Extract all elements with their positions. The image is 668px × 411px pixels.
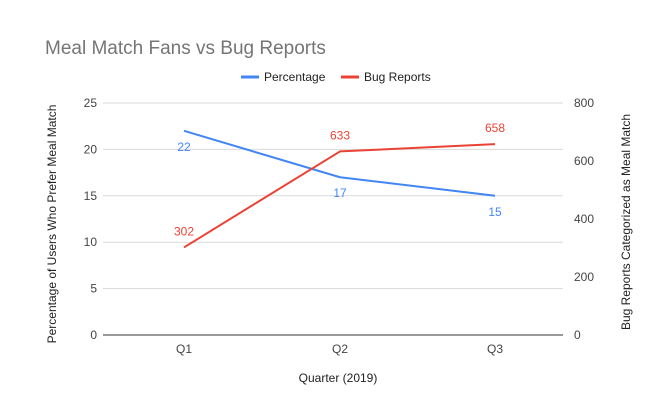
chart-title: Meal Match Fans vs Bug Reports xyxy=(45,38,326,59)
data-label-percentage: 15 xyxy=(488,205,502,219)
legend-label-bug-reports: Bug Reports xyxy=(364,70,431,84)
data-label-bug-reports: 302 xyxy=(174,224,194,238)
left-axis-tick-label: 10 xyxy=(84,235,98,249)
data-label-bug-reports: 633 xyxy=(330,128,350,142)
x-axis-tick-label: Q1 xyxy=(176,342,192,356)
right-axis-title: Bug Reports Categorized as Meal Match xyxy=(619,114,633,330)
x-axis-ticks: Q1 Q2 Q3 xyxy=(176,342,503,356)
right-axis-tick-label: 0 xyxy=(574,328,581,342)
left-axis-title: Percentage of Users Who Prefer Meal Matc… xyxy=(45,105,59,344)
data-label-percentage: 17 xyxy=(333,186,347,200)
series-line-bug-reports xyxy=(183,143,496,249)
right-axis-tick-label: 800 xyxy=(574,96,594,110)
x-axis-title: Quarter (2019) xyxy=(299,371,378,385)
left-axis-ticks: 0 5 10 15 20 25 xyxy=(84,96,98,342)
right-axis-tick-label: 200 xyxy=(574,270,594,284)
left-axis-tick-label: 15 xyxy=(84,189,98,203)
legend: Percentage Bug Reports xyxy=(241,70,431,84)
left-axis-tick-label: 25 xyxy=(84,96,98,110)
right-axis-tick-label: 600 xyxy=(574,154,594,168)
gridlines xyxy=(103,102,563,336)
left-axis-tick-label: 5 xyxy=(90,282,97,296)
x-axis-tick-label: Q3 xyxy=(487,342,503,356)
data-labels: 22 17 15 302 633 658 xyxy=(174,121,505,238)
series xyxy=(183,129,496,249)
x-axis-tick-label: Q2 xyxy=(332,342,348,356)
right-axis-tick-label: 400 xyxy=(574,212,594,226)
right-axis-ticks: 0 200 400 600 800 xyxy=(574,96,594,342)
legend-label-percentage: Percentage xyxy=(264,70,326,84)
data-label-bug-reports: 658 xyxy=(485,121,505,135)
left-axis-tick-label: 20 xyxy=(84,142,98,156)
left-axis-tick-label: 0 xyxy=(90,328,97,342)
data-label-percentage: 22 xyxy=(177,140,191,154)
series-line-percentage xyxy=(183,129,496,197)
